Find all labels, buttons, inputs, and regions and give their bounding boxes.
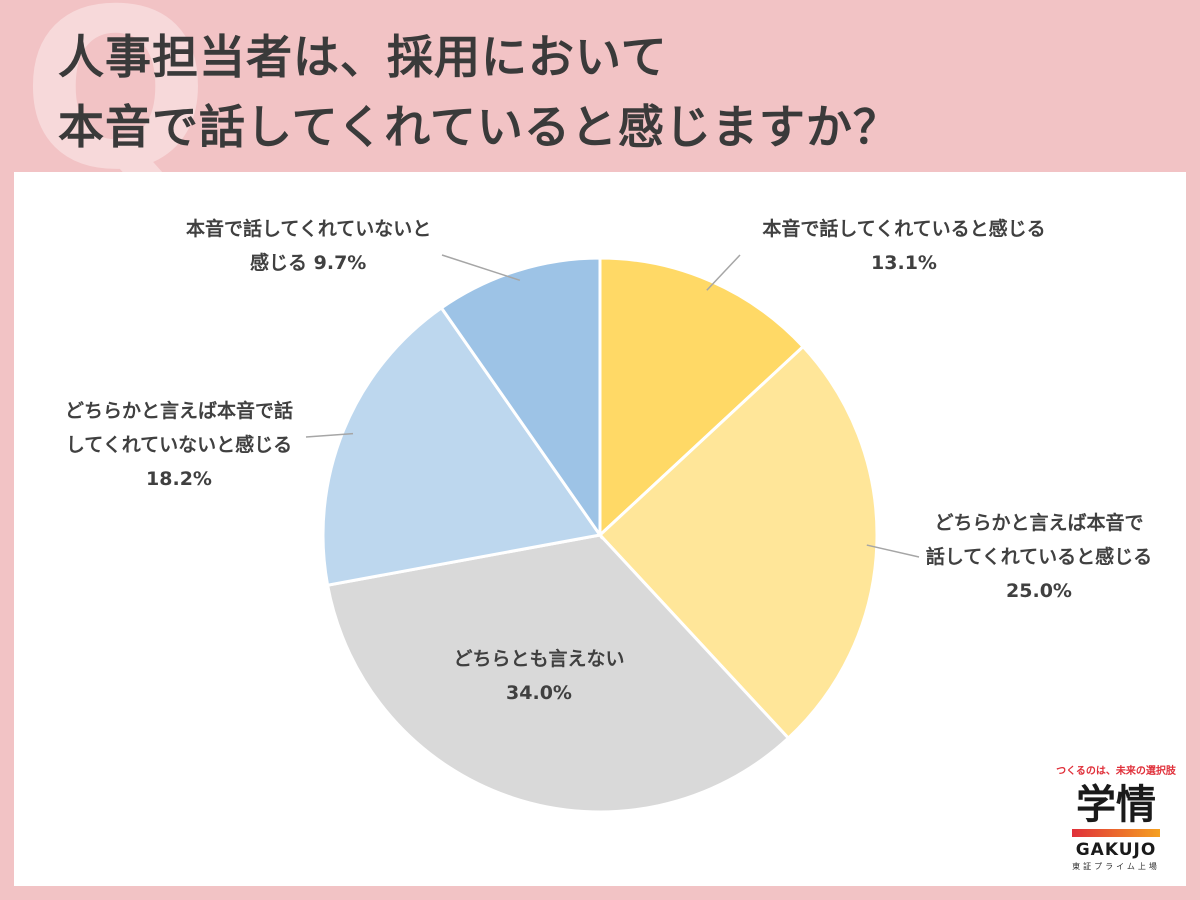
slice-label-5-line-1: 本音で話してくれていないと	[186, 218, 432, 240]
pie-slice-5	[439, 256, 602, 540]
pie-slice-1	[598, 256, 806, 539]
logo-sub: 東証プライム上場	[1072, 862, 1160, 871]
leader-line-4	[305, 432, 354, 438]
pie-slice-2	[597, 344, 879, 741]
leader-lines	[305, 254, 920, 558]
slice-label-5: 本音で話してくれていないと 感じる 9.7%	[186, 212, 466, 280]
slice-label-5-line-2: 感じる	[250, 252, 308, 274]
slice-label-3-line-1: どちらとも言えない	[453, 648, 625, 670]
logo-brand: GAKUJO	[1075, 840, 1157, 860]
pie-chart	[305, 254, 920, 814]
slice-label-2: どちらかと言えば本音で 話してくれていると感じる 25.0%	[919, 506, 1159, 608]
slice-label-3: どちらとも言えない 34.0%	[424, 642, 654, 710]
pie-slice-3	[325, 533, 791, 814]
logo-gradient-bar	[1072, 829, 1160, 837]
slice-value-2: 25.0%	[1006, 580, 1072, 602]
title-line-1: 人事担当者は、採用において	[58, 30, 668, 84]
slice-label-1: 本音で話してくれていると感じる 13.1%	[754, 212, 1054, 280]
page-title: 人事担当者は、採用において 本音で話してくれていると感じますか？	[58, 22, 900, 162]
slice-value-1: 13.1%	[871, 252, 937, 274]
slice-label-1-line-1: 本音で話してくれていると感じる	[762, 218, 1046, 240]
leader-line-2	[866, 544, 920, 558]
title-line-2: 本音で話してくれていると感じますか？	[58, 100, 900, 154]
pie-slice-4	[321, 305, 603, 587]
question-mark-watermark: Q	[22, 0, 210, 218]
leader-line-5	[441, 254, 521, 282]
slice-value-4: 18.2%	[146, 468, 212, 490]
leader-line-1	[706, 254, 741, 291]
slice-label-4: どちらかと言えば本音で話 してくれていないと感じる 18.2%	[44, 394, 314, 496]
pie-slices	[321, 256, 879, 814]
slice-value-5: 9.7%	[313, 252, 367, 274]
logo-kanji: 学情	[1076, 782, 1156, 828]
slice-label-5-rest: 感じる 9.7%	[186, 246, 466, 280]
slice-label-4-line-1: どちらかと言えば本音で話	[64, 400, 293, 422]
logo-tagline: つくるのは、未来の選択肢	[1056, 766, 1176, 777]
slice-label-4-line-2: してくれていないと感じる	[65, 434, 293, 456]
slice-label-2-line-1: どちらかと言えば本音で	[934, 512, 1144, 534]
slice-label-2-line-2: 話してくれていると感じる	[925, 546, 1153, 568]
chart-panel: 本音で話してくれていると感じる 13.1% どちらかと言えば本音で 話してくれて…	[14, 172, 1186, 886]
gakujo-logo: つくるのは、未来の選択肢 学情 GAKUJO 東証プライム上場	[1056, 762, 1176, 872]
slice-value-3: 34.0%	[506, 682, 572, 704]
